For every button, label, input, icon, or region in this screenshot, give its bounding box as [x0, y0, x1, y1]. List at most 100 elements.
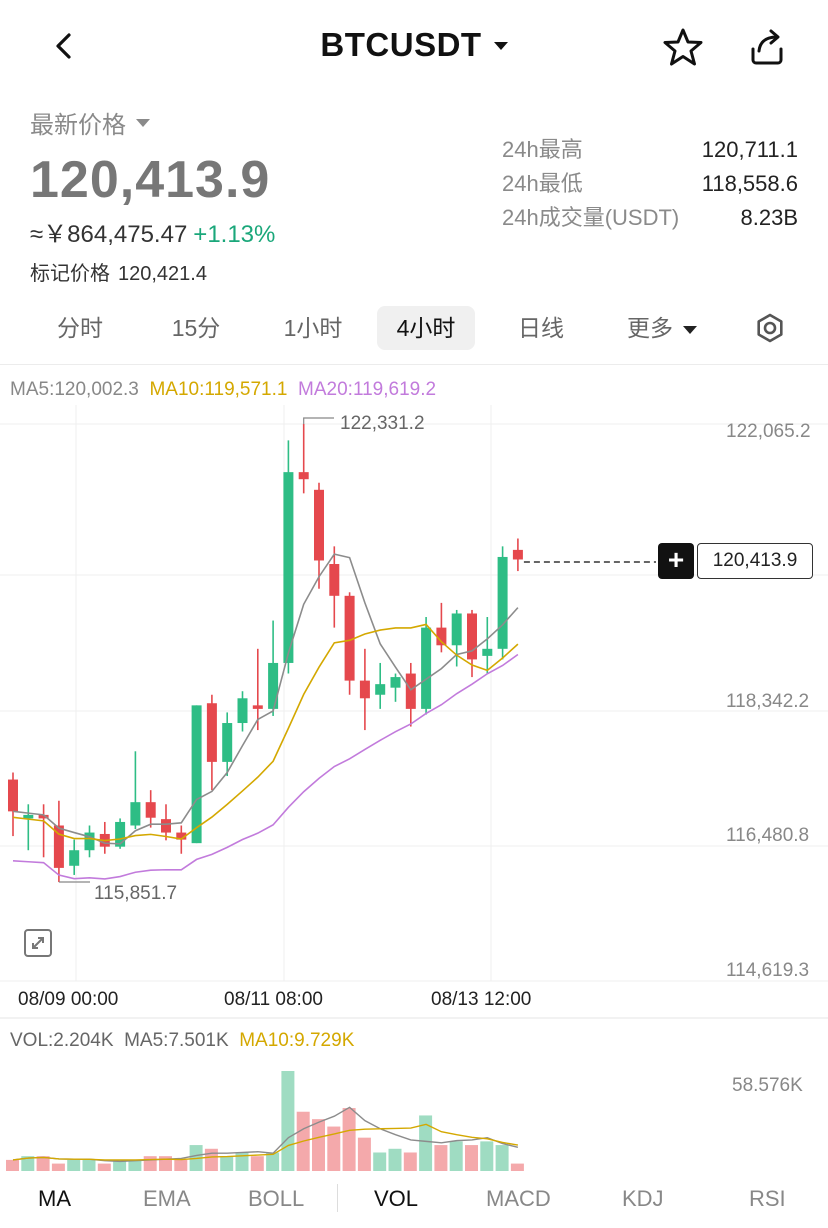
symbol-title: BTCUSDT: [320, 26, 482, 63]
candle-body: [405, 673, 416, 709]
stat-label: 24h最低: [502, 171, 583, 196]
chevron-down-icon: [493, 42, 508, 50]
candle-body: [421, 627, 432, 709]
volume-bar: [6, 1159, 19, 1171]
tab-15m[interactable]: 15分: [171, 315, 221, 341]
tab-time-sharing[interactable]: 分时: [57, 315, 103, 341]
volume-bar: [128, 1159, 142, 1171]
candle-body: [84, 832, 95, 851]
chevron-down-icon: [683, 325, 697, 334]
vol-ma5-legend: MA5:7.501K: [124, 1030, 229, 1051]
vol-legend: VOL:2.204K: [10, 1030, 114, 1051]
favorite-button[interactable]: [658, 22, 708, 72]
candle-body: [512, 549, 523, 560]
kline-chart[interactable]: MA5:120,002.3 MA10:119,571.1 MA20:119,61…: [0, 364, 828, 1171]
tab-more[interactable]: 更多: [612, 306, 712, 350]
x-axis-label: 08/11 08:00: [224, 989, 323, 1010]
cny-price-row: ≈￥864,475.47 +1.13%: [30, 214, 470, 249]
change-percent: +1.13%: [193, 221, 276, 248]
y-axis-label: 118,342.2: [726, 691, 810, 712]
mark-price-label: 标记价格: [30, 263, 110, 285]
stat-high: 24h最高 120,711.1: [502, 135, 798, 169]
back-chevron-icon: [56, 33, 71, 59]
volume-legend: VOL:2.204K MA5:7.501K MA10:9.729K: [10, 1030, 354, 1052]
tab-1h[interactable]: 1小时: [283, 315, 343, 341]
candle-body: [161, 819, 171, 833]
candle-body: [359, 680, 370, 699]
volume-bar: [510, 1163, 524, 1171]
candle-body: [191, 705, 202, 844]
back-button[interactable]: [40, 22, 88, 70]
stat-label: 24h最高: [502, 137, 583, 162]
volume-bar: [266, 1152, 280, 1171]
volume-bar: [480, 1141, 494, 1171]
candle-body: [451, 613, 462, 646]
indicator-divider: [337, 1184, 338, 1212]
low-marker-label: 115,851.7: [94, 883, 178, 904]
cny-price: ≈￥864,475.47: [30, 221, 188, 248]
y-axis-label: 114,619.3: [726, 960, 810, 981]
share-icon: [751, 29, 783, 65]
add-order-button[interactable]: +: [658, 543, 694, 579]
volume-bar: [51, 1163, 65, 1171]
stat-volume: 24h成交量(USDT) 8.23B: [502, 203, 798, 237]
candle-body: [69, 850, 80, 866]
stat-value: 118,558.6: [701, 171, 798, 196]
24h-stats: 24h最高 120,711.1 24h最低 118,558.6 24h成交量(U…: [502, 135, 798, 237]
volume-bar: [373, 1152, 387, 1171]
candle-body: [38, 814, 49, 819]
star-icon: [663, 28, 703, 66]
x-axis-label: 08/09 00:00: [18, 989, 119, 1010]
fullscreen-button[interactable]: [24, 929, 52, 957]
expand-icon: [32, 937, 44, 949]
candle-body: [329, 564, 340, 596]
price-summary: 最新价格 120,413.9 ≈￥864,475.47 +1.13% 标记价格 12…: [30, 105, 470, 286]
indicator-ema[interactable]: EMA: [143, 1186, 191, 1211]
high-marker-label: 122,331.2: [340, 413, 425, 434]
volume-bar: [327, 1126, 341, 1171]
indicator-kdj[interactable]: KDJ: [622, 1186, 664, 1211]
volume-bar: [250, 1156, 264, 1171]
gear-icon: [757, 313, 783, 343]
volume-bar: [357, 1137, 371, 1171]
indicator-macd[interactable]: MACD: [486, 1186, 551, 1211]
ma-legend: MA5:120,002.3 MA10:119,571.1 MA20:119,61…: [10, 379, 436, 401]
chart-settings-button[interactable]: [748, 306, 792, 350]
latest-price-label: 最新价格: [30, 112, 126, 139]
volume-bar: [143, 1156, 157, 1171]
indicator-boll[interactable]: BOLL: [248, 1186, 305, 1211]
ma20-line: [12, 653, 519, 880]
share-button[interactable]: [742, 22, 792, 72]
high-marker-line: [303, 417, 334, 425]
tab-daily[interactable]: 日线: [518, 315, 564, 341]
indicator-vol[interactable]: VOL: [374, 1186, 419, 1211]
timeframe-tabs: 分时 15分 1小时 4小时 日线 更多: [0, 306, 828, 356]
volume-bar: [388, 1148, 402, 1171]
candle-body: [8, 779, 18, 812]
candle-body: [176, 832, 187, 840]
last-price: 120,413.9: [30, 151, 271, 209]
volume-bar: [97, 1163, 111, 1171]
candle-body: [482, 648, 493, 656]
candle-body: [436, 627, 447, 646]
indicator-ma[interactable]: MA: [38, 1186, 71, 1211]
symbol-selector[interactable]: BTCUSDT: [0, 26, 828, 64]
stat-value: 120,711.1: [701, 137, 798, 162]
candle-body: [344, 595, 355, 681]
candle-body: [314, 489, 324, 561]
tab-4h[interactable]: 4小时: [377, 306, 475, 350]
volume-bar: [465, 1145, 478, 1171]
ma10-line: [12, 623, 519, 842]
stat-label: 24h成交量(USDT): [502, 205, 680, 230]
candle-body: [390, 677, 401, 688]
kline-canvas[interactable]: [0, 365, 828, 1171]
volume-bar: [21, 1156, 35, 1171]
volume-bar: [419, 1115, 433, 1171]
latest-price-selector[interactable]: 最新价格: [30, 105, 470, 140]
candle-body: [115, 821, 126, 847]
candle-body: [268, 662, 279, 709]
candle-body: [222, 723, 233, 762]
indicator-rsi[interactable]: RSI: [749, 1186, 786, 1211]
ma5-line: [12, 553, 519, 845]
volume-bar: [67, 1159, 81, 1171]
